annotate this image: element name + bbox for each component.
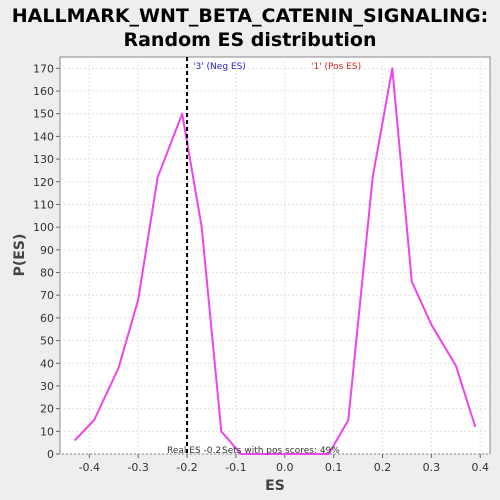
y-axis-ticks: 0 10 20 30 40 50 60 70 80 90 100 110 120 130 140 150 160… bbox=[33, 62, 60, 461]
x-tick-label: -0.1 bbox=[225, 461, 246, 474]
y-tick-label: 80 bbox=[40, 267, 54, 280]
x-axis-label: ES bbox=[265, 478, 285, 494]
x-tick-label: -0.3 bbox=[127, 461, 148, 474]
x-tick-label: 0.3 bbox=[423, 461, 441, 474]
y-tick-label: 10 bbox=[40, 425, 54, 438]
y-tick-label: 50 bbox=[40, 335, 54, 348]
chart-title-line2: Random ES distribution bbox=[123, 29, 376, 51]
y-tick-label: 100 bbox=[33, 221, 54, 234]
y-tick-label: 160 bbox=[33, 85, 54, 98]
x-tick-label: -0.2 bbox=[176, 461, 197, 474]
neg-es-label: '3' (Neg ES) bbox=[193, 62, 246, 72]
y-tick-label: 30 bbox=[40, 380, 54, 393]
chart-title-line1: HALLMARK_WNT_BETA_CATENIN_SIGNALING: bbox=[12, 5, 488, 27]
y-tick-label: 70 bbox=[40, 289, 54, 302]
x-axis-ticks: -0.4 -0.3 -0.2 -0.1 0.0 0.1 0.2 0.3 0.4 bbox=[79, 454, 489, 474]
y-tick-label: 120 bbox=[33, 176, 54, 189]
y-tick-label: 110 bbox=[33, 198, 54, 211]
y-axis-label: P(ES) bbox=[12, 234, 28, 277]
y-tick-label: 90 bbox=[40, 244, 54, 257]
y-tick-label: 130 bbox=[33, 153, 54, 166]
y-tick-label: 140 bbox=[33, 130, 54, 143]
series-layer bbox=[73, 67, 477, 455]
pos-es-label: '1' (Pos ES) bbox=[311, 62, 361, 72]
real-es-label: Real ES -0.2 bbox=[167, 446, 221, 456]
plot-area bbox=[59, 56, 491, 455]
y-tick-label: 170 bbox=[33, 62, 54, 75]
x-tick-label: 0.1 bbox=[325, 461, 343, 474]
y-tick-label: 20 bbox=[40, 403, 54, 416]
x-tick-label: -0.4 bbox=[79, 461, 100, 474]
sets-pos-scores-label: Sets with pos scores: 49% bbox=[222, 446, 340, 456]
x-tick-label: 0.2 bbox=[374, 461, 392, 474]
y-tick-label: 40 bbox=[40, 357, 54, 370]
y-tick-label: 150 bbox=[33, 108, 54, 121]
x-tick-label: 0.4 bbox=[471, 461, 489, 474]
y-tick-label: 0 bbox=[47, 448, 54, 461]
y-tick-label: 60 bbox=[40, 312, 54, 325]
es-distribution-series-line bbox=[73, 67, 477, 455]
x-tick-label: 0.0 bbox=[276, 461, 294, 474]
